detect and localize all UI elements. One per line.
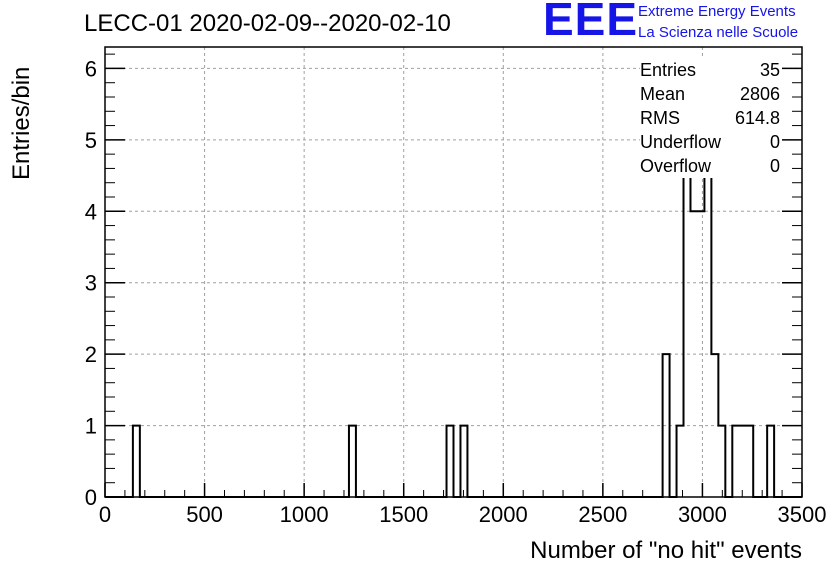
stats-row-underflow: Underflow 0: [640, 130, 780, 154]
stats-label: Underflow: [640, 132, 722, 152]
stats-value: 614.8: [734, 108, 780, 128]
y-tick-label: 5: [85, 128, 97, 153]
histogram-bin: [746, 426, 753, 497]
stats-box: Entries 35 Mean 2806 RMS 614.8 Underflow…: [640, 58, 780, 178]
stats-value: 35: [759, 60, 780, 80]
histogram-bin: [739, 426, 746, 497]
axis-ticks: [104, 53, 803, 498]
histogram-bin: [732, 426, 739, 497]
y-tick-label: 3: [85, 271, 97, 296]
logo-tagline-1: Extreme Energy Events: [638, 3, 796, 20]
x-tick-label: 2500: [578, 502, 627, 527]
y-tick-label: 4: [85, 199, 97, 224]
logo-tagline-2: La Scienza nelle Scuole: [638, 24, 799, 41]
plot-frame: [104, 46, 803, 498]
stats-value: 2806: [739, 84, 780, 104]
y-tick-label: 2: [85, 342, 97, 367]
eee-logo: EEE: [543, 0, 639, 45]
x-tick-label: 3000: [678, 502, 727, 527]
histogram-bin: [349, 426, 356, 497]
stats-row-entries: Entries 35: [640, 58, 780, 82]
stats-value: 0: [769, 156, 780, 176]
x-tick-label: 2000: [479, 502, 528, 527]
x-tick-label: 1000: [280, 502, 329, 527]
chart-title: LECC-01 2020-02-09--2020-02-10: [84, 10, 451, 37]
histogram-bin: [447, 426, 454, 497]
y-tick-label: 0: [85, 485, 97, 510]
histogram-bin: [767, 426, 774, 497]
stats-row-rms: RMS 614.8: [640, 106, 780, 130]
y-axis-label: Entries/bin: [8, 66, 35, 180]
x-tick-label: 0: [99, 502, 111, 527]
histogram-outline: [105, 67, 802, 498]
stats-label: Overflow: [640, 156, 712, 176]
stats-label: RMS: [640, 108, 680, 128]
stats-row-mean: Mean 2806: [640, 82, 780, 106]
histogram-bin: [460, 426, 467, 497]
y-tick-label: 1: [85, 414, 97, 439]
stats-label: Mean: [640, 84, 686, 104]
histogram-bin: [133, 426, 140, 497]
y-tick-label: 6: [85, 56, 97, 81]
histogram-bin: [677, 426, 684, 497]
x-tick-label: 500: [186, 502, 223, 527]
histogram-bin: [718, 426, 725, 497]
x-axis-label: Number of "no hit" events: [530, 537, 802, 564]
histogram-bin: [704, 140, 711, 497]
stats-value: 0: [769, 132, 780, 152]
stats-row-overflow: Overflow 0: [640, 154, 780, 178]
x-tick-label: 1500: [379, 502, 428, 527]
stats-label: Entries: [640, 60, 697, 80]
x-tick-label: 3500: [778, 502, 827, 527]
